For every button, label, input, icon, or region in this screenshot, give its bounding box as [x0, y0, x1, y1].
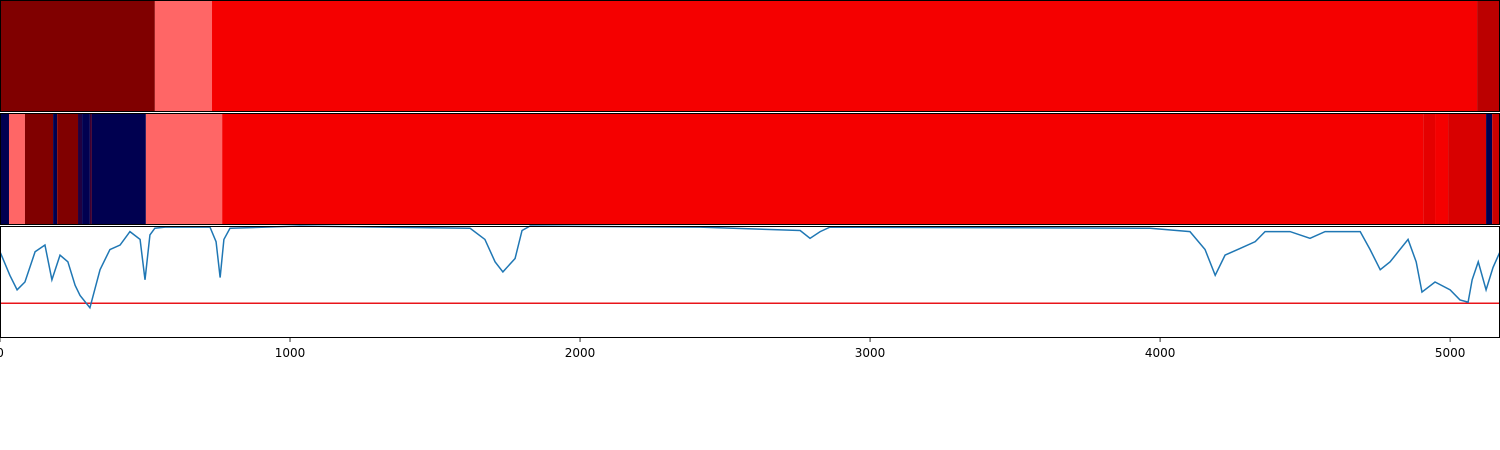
- segment: [212, 0, 1478, 112]
- segment: [222, 113, 1424, 225]
- segment: [0, 113, 9, 225]
- segment: [1448, 113, 1487, 225]
- x-tick-label: 5000: [1435, 346, 1466, 360]
- segment: [154, 0, 213, 112]
- x-tick-label: 0: [0, 346, 4, 360]
- segment: [82, 113, 90, 225]
- segment: [1435, 113, 1449, 225]
- segment: [53, 113, 58, 225]
- segment: [1477, 0, 1500, 112]
- axes-frame: [0, 226, 1500, 338]
- segment: [57, 113, 79, 225]
- segment: [8, 113, 25, 225]
- x-tick-label: 3000: [855, 346, 886, 360]
- segment: [89, 113, 92, 225]
- segment: [0, 0, 155, 112]
- segment: [1423, 113, 1436, 225]
- segment: [78, 113, 83, 225]
- data-line: [0, 225, 1500, 310]
- x-tick-label: 1000: [275, 346, 306, 360]
- segment: [24, 113, 54, 225]
- x-tick-label: 2000: [565, 346, 596, 360]
- segment: [1492, 113, 1500, 225]
- x-tick-label: 4000: [1145, 346, 1176, 360]
- segment: [1486, 113, 1493, 225]
- segment: [145, 113, 223, 225]
- segment: [91, 113, 146, 225]
